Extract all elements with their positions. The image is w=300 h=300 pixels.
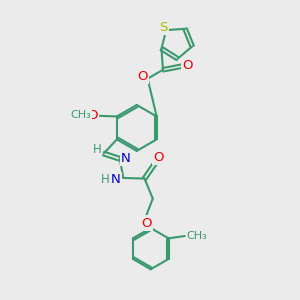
Text: O: O	[153, 151, 164, 164]
Text: S: S	[160, 21, 168, 34]
Text: CH₃: CH₃	[70, 110, 91, 120]
Text: O: O	[142, 217, 152, 230]
Text: H: H	[101, 173, 110, 186]
Text: H: H	[93, 143, 101, 157]
Text: CH₃: CH₃	[187, 231, 208, 241]
Text: O: O	[182, 59, 193, 72]
Text: N: N	[111, 173, 121, 186]
Text: O: O	[137, 70, 148, 83]
Text: O: O	[88, 109, 98, 122]
Text: N: N	[121, 152, 130, 165]
